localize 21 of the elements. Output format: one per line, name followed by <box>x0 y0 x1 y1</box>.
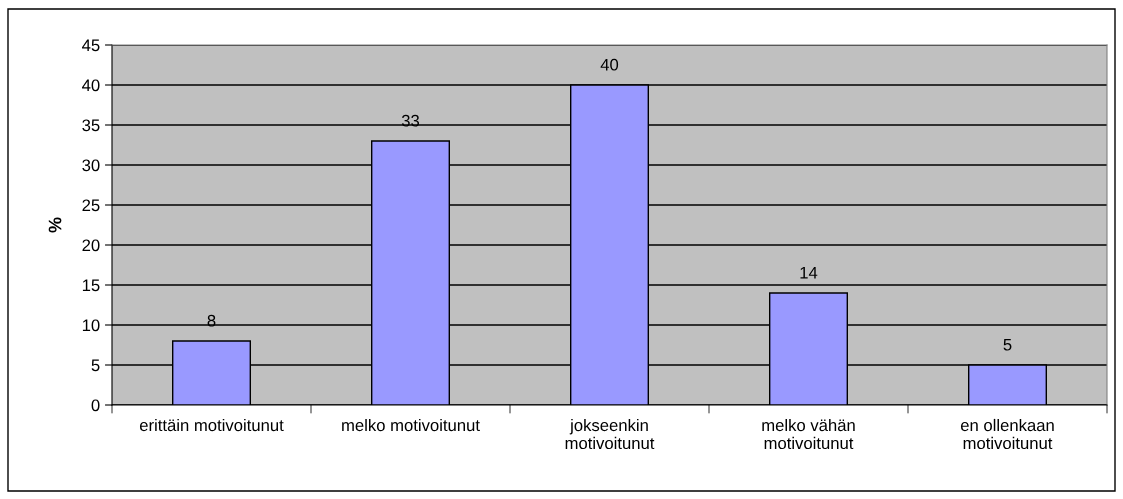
y-tick-label: 15 <box>82 279 100 292</box>
y-tick-label: 40 <box>82 79 100 92</box>
x-tick-label: jokseenkin motivoitunut <box>565 418 655 450</box>
x-tick-label: en ollenkaan motivoitunut <box>960 418 1054 450</box>
data-label: 14 <box>800 266 818 279</box>
y-tick-label: 30 <box>82 159 100 172</box>
y-tick-label: 20 <box>82 239 100 252</box>
x-tick-label: melko vähän motivoitunut <box>762 418 855 450</box>
y-tick-label: 25 <box>82 199 100 212</box>
y-tick-label: 0 <box>91 399 100 412</box>
y-tick-label: 35 <box>82 119 100 132</box>
data-label: 5 <box>1003 338 1012 351</box>
data-label: 8 <box>207 314 216 327</box>
data-label: 40 <box>600 58 619 71</box>
y-axis-title: % <box>48 217 62 233</box>
x-tick-label: melko motivoitunut <box>342 418 480 432</box>
data-label: 33 <box>401 114 420 127</box>
y-tick-label: 10 <box>82 319 100 332</box>
x-tick-label: erittäin motivoitunut <box>139 418 284 432</box>
y-tick-label: 45 <box>82 39 100 52</box>
y-tick-label: 5 <box>91 359 100 372</box>
